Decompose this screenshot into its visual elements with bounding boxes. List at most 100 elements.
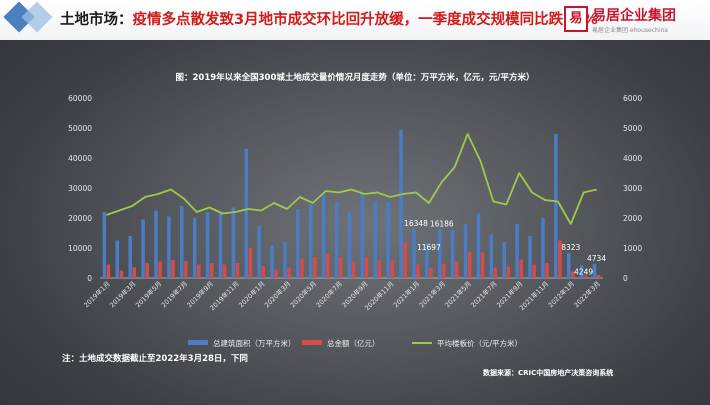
x-tick-label: 2021年7月 xyxy=(469,279,499,309)
bar-area xyxy=(270,245,274,278)
bar-area xyxy=(167,216,171,278)
footnote: 注：土地成交数据截止至2022年3月28日，下同 xyxy=(62,354,248,364)
y-left-tick-label: 20000 xyxy=(68,214,92,223)
x-tick-label: 2021年1月 xyxy=(391,279,421,309)
data-label: 4249 xyxy=(574,267,593,276)
bar-amount xyxy=(493,267,498,278)
bar-amount xyxy=(313,257,317,278)
bar-area xyxy=(476,213,481,278)
x-tick-label: 2022年1月 xyxy=(546,279,576,309)
bar-area xyxy=(541,218,545,278)
legend-swatch-amount xyxy=(302,340,322,345)
data-source: 数据来源：CRIC中国房地产决策咨询系统 xyxy=(483,369,614,377)
bar-area xyxy=(128,236,132,278)
bar-amount xyxy=(326,254,330,278)
bar-area xyxy=(296,209,300,278)
bar-amount xyxy=(390,260,394,278)
x-tick-label: 2019年7月 xyxy=(159,279,189,309)
bar-amount xyxy=(145,263,149,278)
bar-amount xyxy=(571,271,575,278)
bar-area xyxy=(554,134,558,278)
bar-amount xyxy=(132,267,137,278)
page-title: 土地市场：疫情多点散发致3月地市成交环比回升放缓，一季度成交规模同比跌59% xyxy=(60,8,598,29)
legend-label: 平均楼板价（元/平方米） xyxy=(437,338,522,348)
bar-amount xyxy=(506,266,511,278)
x-tick-label: 2020年5月 xyxy=(288,279,318,309)
bar-area xyxy=(231,207,236,278)
bar-area xyxy=(192,218,197,278)
bar-area xyxy=(283,242,287,278)
x-tick-label: 2021年5月 xyxy=(443,279,473,309)
bar-area xyxy=(515,224,519,278)
bar-amount xyxy=(171,260,175,278)
bar-amount xyxy=(209,263,214,278)
bar-area xyxy=(309,204,313,278)
bar-amount xyxy=(480,252,485,278)
chart-title: 图：2019年以来全国300城土地成交量价情况月度走势（单位：万平方米，亿元，元… xyxy=(175,73,535,83)
data-label: 4734 xyxy=(587,254,606,263)
bar-area xyxy=(579,265,584,278)
bar-area xyxy=(399,129,403,278)
bar-amount xyxy=(416,264,420,278)
bar-amount xyxy=(222,264,227,278)
bar-area xyxy=(321,195,326,278)
bar-area xyxy=(566,253,571,278)
bar-amount xyxy=(184,261,188,278)
y-left-tick-label: 10000 xyxy=(68,244,92,253)
y-left-tick-label: 40000 xyxy=(68,154,92,163)
bar-amount xyxy=(596,275,601,278)
bar-area xyxy=(412,228,416,278)
y-right-tick-label: 3000 xyxy=(623,184,642,193)
bar-area xyxy=(528,236,532,278)
x-tick-label: 2020年1月 xyxy=(236,279,266,309)
bar-amount xyxy=(558,240,562,278)
x-tick-label: 2019年1月 xyxy=(82,279,112,309)
bar-area xyxy=(218,213,223,278)
page-title-main: 疫情多点散发致3月地市成交环比回升放缓，一季度成交规模同比跌59% xyxy=(132,12,598,28)
bar-area xyxy=(386,201,390,278)
y-right-tick-label: 5000 xyxy=(623,124,642,133)
bar-amount xyxy=(300,258,304,278)
bar-area xyxy=(360,192,365,278)
bar-area xyxy=(141,219,145,278)
bar-amount xyxy=(467,251,472,278)
bar-amount xyxy=(377,260,382,278)
bar-area xyxy=(450,230,455,278)
y-right-tick-label: 1000 xyxy=(623,244,642,253)
brand-name: 易居企业集团 xyxy=(592,8,676,24)
data-label: 11697 xyxy=(417,243,441,252)
bar-area xyxy=(592,263,597,278)
bar-area xyxy=(437,229,442,278)
bar-amount xyxy=(248,248,253,278)
bar-amount xyxy=(545,263,549,278)
bar-area xyxy=(115,240,120,278)
bar-amount xyxy=(403,242,407,278)
bar-amount xyxy=(235,263,240,278)
x-tick-label: 2019年5月 xyxy=(133,279,163,309)
bar-amount xyxy=(351,261,356,278)
x-tick-label: 2022年3月 xyxy=(572,279,602,309)
bar-area xyxy=(180,206,184,278)
bar-area xyxy=(425,242,429,278)
bar-area xyxy=(205,212,210,278)
y-right-tick-label: 2000 xyxy=(623,214,642,223)
bar-amount xyxy=(429,267,433,278)
bar-amount xyxy=(197,264,201,278)
bar-amount xyxy=(583,275,588,278)
y-left-tick-label: 0 xyxy=(87,274,92,283)
bar-amount xyxy=(532,264,536,278)
line-price xyxy=(106,133,597,225)
legend-swatch-area xyxy=(188,340,208,345)
bar-amount xyxy=(454,261,459,278)
bar-area xyxy=(154,210,158,278)
bar-amount xyxy=(287,267,291,278)
bar-area xyxy=(347,212,352,278)
page-title-prefix: 土地市场： xyxy=(60,12,133,28)
header-bar: 土地市场：疫情多点散发致3月地市成交环比回升放缓，一季度成交规模同比跌59% 易… xyxy=(0,0,710,40)
y-left-tick-label: 30000 xyxy=(68,184,92,193)
x-tick-label: 2020年3月 xyxy=(262,279,292,309)
brand-subtitle: 易居企业集团 ehousechina xyxy=(592,27,668,34)
bar-area xyxy=(373,201,377,278)
y-right-tick-label: 0 xyxy=(623,274,628,283)
bar-amount xyxy=(106,264,111,278)
